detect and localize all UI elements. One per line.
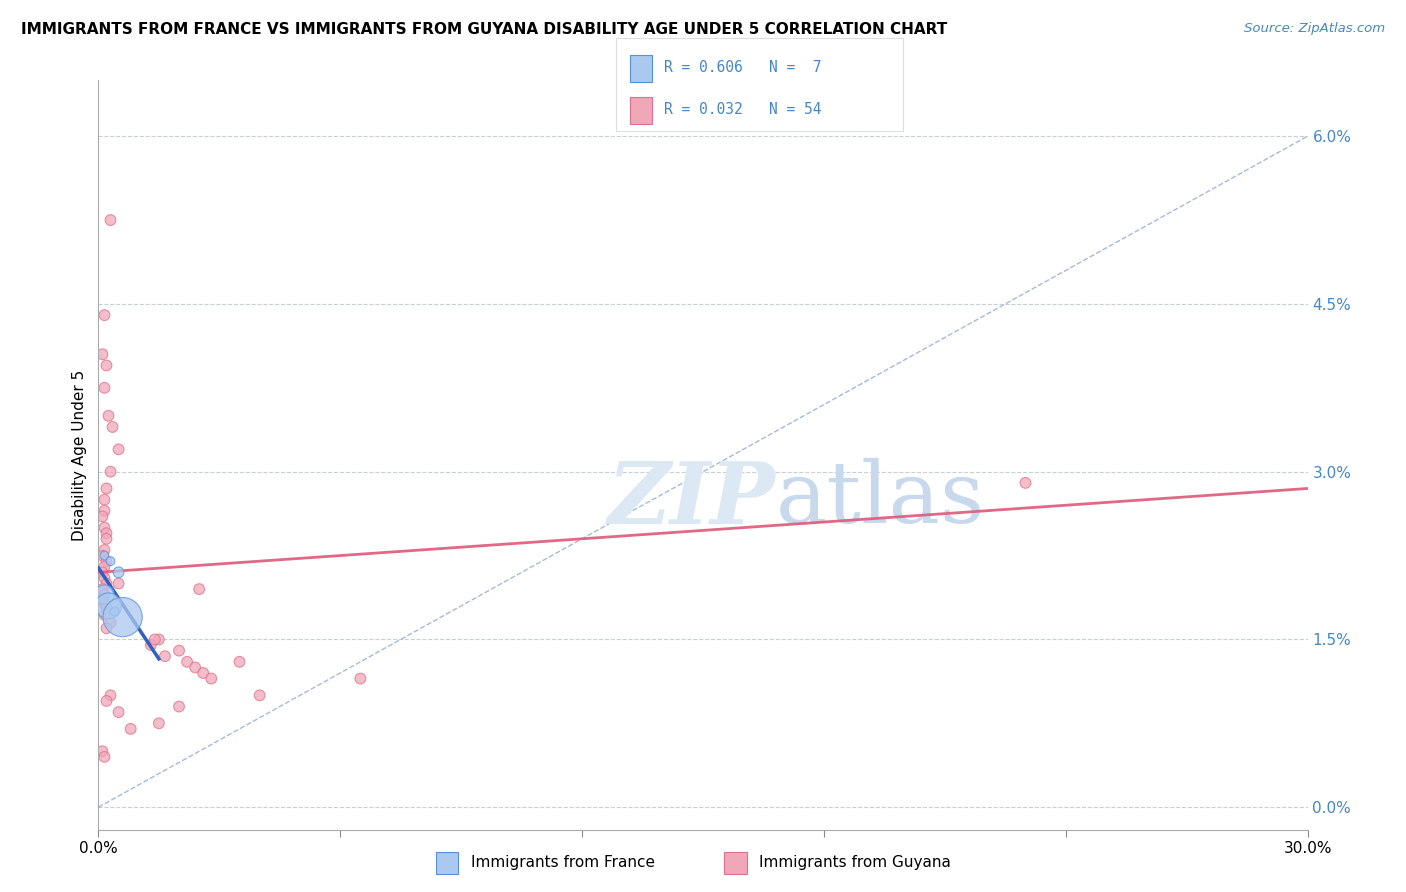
Point [93, 543, 115, 558]
Point [91, 509, 114, 524]
Point [167, 643, 190, 657]
Point [93, 504, 115, 518]
Point [96, 621, 118, 635]
Point [188, 582, 211, 596]
Point [200, 672, 222, 686]
Point [167, 699, 190, 714]
Point [91, 347, 114, 361]
Point [111, 610, 134, 624]
Point [91, 593, 114, 607]
Point [93, 750, 115, 764]
Point [96, 554, 118, 568]
Point [107, 576, 129, 591]
Point [96, 482, 118, 496]
Point [1014, 475, 1036, 490]
Text: ZIP: ZIP [607, 458, 776, 541]
Point [96, 694, 118, 708]
Text: IMMIGRANTS FROM FRANCE VS IMMIGRANTS FROM GUYANA DISABILITY AGE UNDER 5 CORRELAT: IMMIGRANTS FROM FRANCE VS IMMIGRANTS FRO… [21, 22, 948, 37]
Point [176, 655, 198, 669]
Point [93, 588, 115, 602]
Point [100, 689, 122, 703]
Point [93, 571, 115, 585]
Point [97, 599, 120, 613]
Point [93, 308, 115, 322]
Point [153, 649, 176, 664]
Point [148, 632, 170, 647]
Point [100, 554, 122, 568]
Point [93, 607, 115, 622]
Point [96, 359, 118, 373]
Point [91, 566, 114, 580]
Point [139, 638, 162, 652]
Point [97, 409, 120, 423]
Y-axis label: Disability Age Under 5: Disability Age Under 5 [72, 369, 87, 541]
Point [91, 582, 114, 596]
Point [184, 660, 207, 674]
Text: R = 0.606   N =  7: R = 0.606 N = 7 [664, 61, 821, 75]
Point [93, 549, 115, 563]
Text: Immigrants from Guyana: Immigrants from Guyana [759, 855, 950, 870]
Point [100, 465, 122, 479]
Text: Source: ZipAtlas.com: Source: ZipAtlas.com [1244, 22, 1385, 36]
Point [103, 605, 125, 619]
Point [107, 705, 129, 719]
Point [100, 213, 122, 227]
Point [96, 532, 118, 546]
Point [107, 442, 129, 457]
Text: R = 0.032   N = 54: R = 0.032 N = 54 [664, 103, 821, 117]
Point [93, 588, 115, 602]
Point [249, 689, 271, 703]
Point [93, 381, 115, 395]
Point [93, 520, 115, 534]
Point [96, 601, 118, 615]
Point [148, 716, 170, 731]
Point [193, 665, 215, 680]
Point [120, 722, 142, 736]
Point [91, 549, 114, 563]
Point [101, 420, 124, 434]
Point [93, 492, 115, 507]
Point [91, 744, 114, 758]
Point [93, 597, 115, 611]
Point [107, 566, 129, 580]
Point [100, 615, 122, 630]
Point [93, 559, 115, 574]
Point [349, 672, 371, 686]
Text: Immigrants from France: Immigrants from France [471, 855, 655, 870]
Point [96, 526, 118, 541]
Point [143, 632, 166, 647]
Text: atlas: atlas [776, 458, 984, 541]
Point [228, 655, 250, 669]
Point [96, 576, 118, 591]
